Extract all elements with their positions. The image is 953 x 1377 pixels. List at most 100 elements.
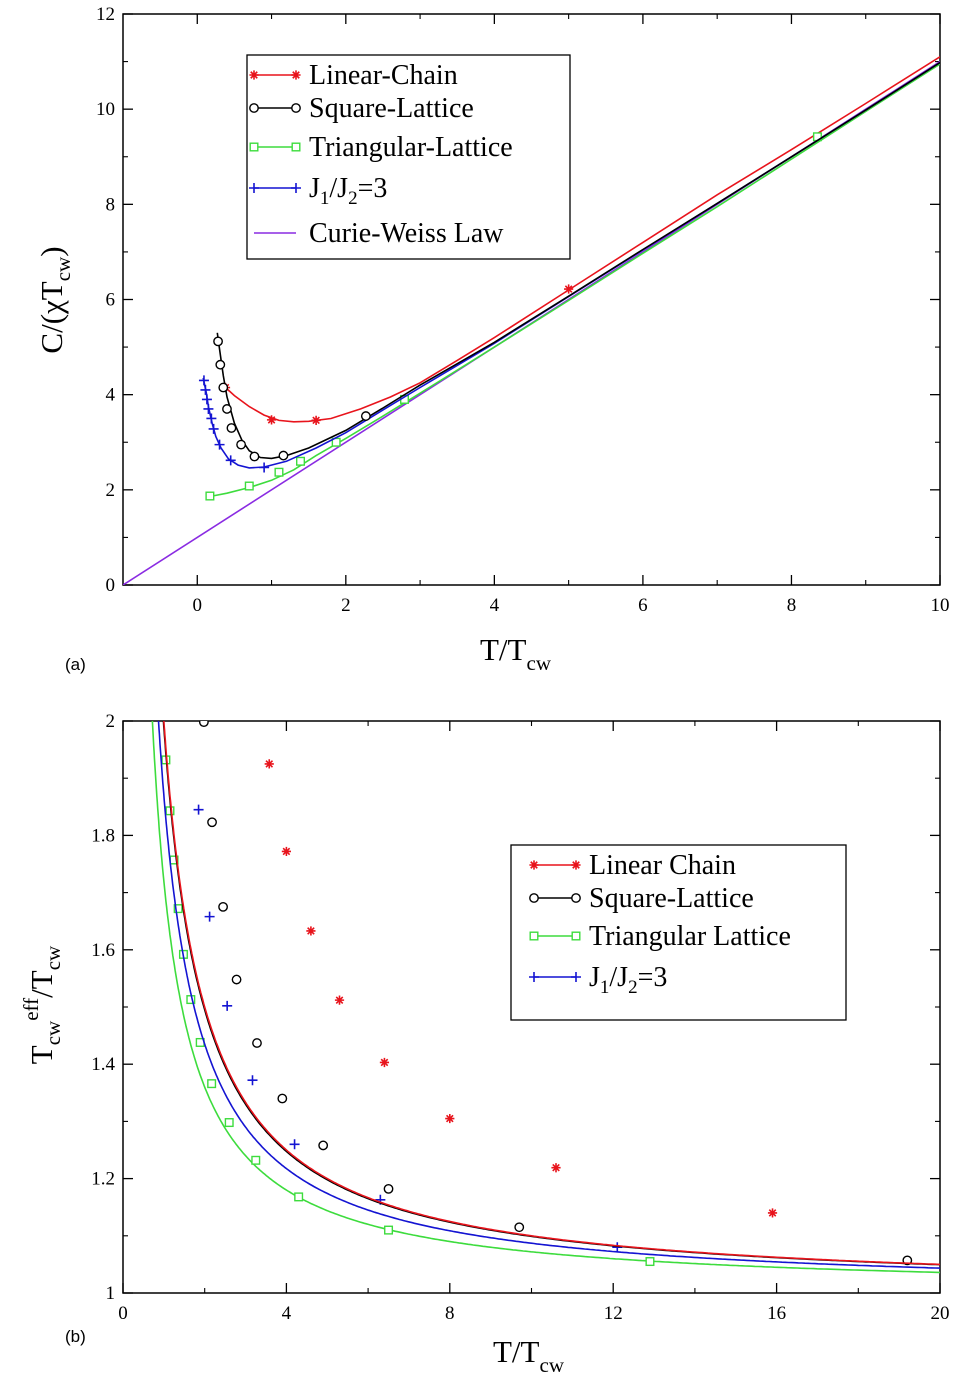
data-point-j1j2-shape xyxy=(259,462,270,473)
x-axis-title-a: T/Tcw xyxy=(480,632,552,675)
data-point-triangular_lattice-shape xyxy=(224,1118,234,1128)
data-point-j1j2-shape xyxy=(208,423,219,434)
data-point-linear_chain xyxy=(266,415,277,425)
legend-item-triangular_lattice: Triangular-Lattice xyxy=(249,132,513,163)
data-point-square_lattice-shape xyxy=(213,336,223,347)
legend-marker-shape xyxy=(249,103,259,113)
data-point-j1j2-shape xyxy=(222,1000,233,1011)
legend-part-sub: 2 xyxy=(628,977,638,998)
y-title-sup: eff xyxy=(19,998,43,1021)
legend-marker xyxy=(571,893,581,903)
x-tick-label: 0 xyxy=(118,1303,128,1324)
data-point-square_lattice-shape xyxy=(318,1140,329,1151)
legend-marker xyxy=(529,893,539,903)
legend-marker xyxy=(571,931,581,941)
series-triangular_lattice-a xyxy=(205,63,940,501)
legend-label: Square-Lattice xyxy=(589,883,754,914)
data-point-square_lattice xyxy=(277,1093,288,1104)
series-linear_chain-b xyxy=(163,721,940,1266)
data-point-j1j2-shape xyxy=(201,394,212,405)
y-tick-label: 1.2 xyxy=(91,1169,115,1190)
y-tick-label: 4 xyxy=(106,385,116,406)
x-tick-label: 0 xyxy=(193,595,203,616)
data-point-square_lattice-shape xyxy=(277,1093,288,1104)
data-point-linear_chain-shape xyxy=(379,1057,390,1068)
data-point-square_lattice xyxy=(278,450,289,461)
data-point-linear_chain xyxy=(311,415,321,425)
data-point-square_lattice xyxy=(252,1038,262,1048)
x-tick-label: 10 xyxy=(931,595,950,616)
legend-part-sub: 1 xyxy=(320,188,330,209)
data-point-square_lattice xyxy=(207,817,217,828)
legend-marker xyxy=(529,972,539,982)
y-tick-label: 6 xyxy=(106,290,116,311)
y-tick-label: 1.8 xyxy=(91,825,115,846)
data-point-triangular_lattice-shape xyxy=(244,481,254,491)
data-point-square_lattice xyxy=(231,974,242,985)
legend-item-square_lattice: Square-Lattice xyxy=(529,883,754,914)
data-point-j1j2 xyxy=(203,403,214,414)
legend-marker-shape xyxy=(529,860,539,870)
panel-tag-a: (a) xyxy=(65,655,86,674)
legend-item-linear_chain: Linear-Chain xyxy=(249,60,458,91)
series-line-triangular_lattice xyxy=(209,63,940,498)
legend-marker-shape xyxy=(249,142,259,152)
data-point-linear_chain xyxy=(334,995,345,1005)
data-point-j1j2 xyxy=(289,1139,300,1150)
data-point-j1j2 xyxy=(247,1075,258,1086)
data-point-linear_chain xyxy=(281,846,291,857)
y-title-main: C/(χT xyxy=(34,281,69,353)
data-point-triangular_lattice-shape xyxy=(645,1257,655,1267)
data-point-j1j2-shape xyxy=(204,911,215,922)
data-point-triangular_lattice xyxy=(207,1079,217,1089)
legend-frame-a xyxy=(246,54,571,260)
x-tick-label: 20 xyxy=(931,1303,950,1324)
data-point-linear_chain-shape xyxy=(281,846,291,857)
legend-marker xyxy=(249,103,259,113)
data-point-triangular_lattice-shape xyxy=(274,467,284,477)
data-point-j1j2 xyxy=(206,413,217,424)
legend-label: Triangular-Lattice xyxy=(309,132,513,163)
data-point-square_lattice xyxy=(218,902,228,912)
x-title-main: T/T xyxy=(480,632,527,667)
data-point-square_lattice-shape xyxy=(252,1038,262,1048)
legend-part-sub: 2 xyxy=(348,188,358,209)
data-point-j1j2-shape xyxy=(206,413,217,424)
data-point-linear_chain-shape xyxy=(311,415,321,425)
data-point-j1j2-shape xyxy=(247,1075,258,1086)
axis-ticks-a xyxy=(123,13,941,586)
data-point-square_lattice xyxy=(360,411,371,421)
data-point-square_lattice xyxy=(198,721,209,728)
legend-marker xyxy=(529,931,539,941)
legend-item-triangular_lattice: Triangular Lattice xyxy=(529,921,791,952)
series-square_lattice-a xyxy=(213,61,940,462)
x-axis-title-b: T/Tcw xyxy=(493,1334,565,1377)
x-tick-label: 8 xyxy=(787,595,797,616)
data-point-j1j2 xyxy=(225,455,236,466)
y-tick-label: 2 xyxy=(106,711,116,732)
legend-marker-shape xyxy=(249,183,259,193)
axis-ticks-b xyxy=(122,720,941,1294)
data-point-j1j2 xyxy=(201,394,212,405)
x-tick-label: 4 xyxy=(282,1303,292,1324)
data-point-triangular_lattice xyxy=(645,1257,655,1267)
data-point-j1j2-shape xyxy=(214,439,225,450)
x-tick-label: 6 xyxy=(638,595,648,616)
y-title-sub: cw xyxy=(41,945,65,970)
data-point-triangular_lattice xyxy=(224,1118,234,1128)
legend-marker xyxy=(291,103,301,113)
data-point-triangular_lattice-shape xyxy=(205,491,215,501)
legend-part: /J xyxy=(329,173,348,204)
data-point-j1j2 xyxy=(259,462,270,473)
series-j1j2-b xyxy=(157,721,940,1269)
data-point-linear_chain xyxy=(551,1163,561,1173)
legend-marker-shape xyxy=(291,70,301,80)
series-line-j1j2 xyxy=(157,721,940,1269)
y-axis-title-a: C/(χTcw) xyxy=(34,246,75,353)
y-tick-label: 1 xyxy=(106,1283,116,1304)
data-point-j1j2 xyxy=(208,423,219,434)
legend-label: Square-Lattice xyxy=(309,93,474,124)
